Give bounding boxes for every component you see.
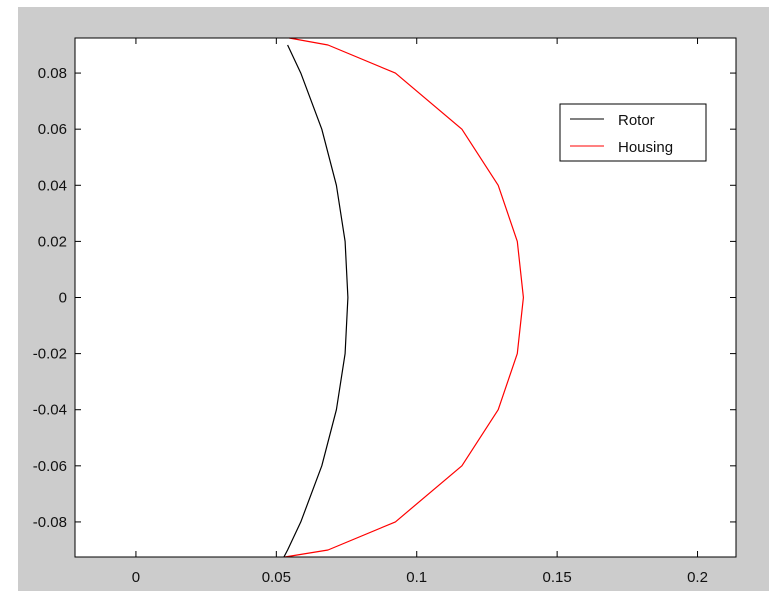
- y-tick-label: 0.02: [38, 233, 67, 250]
- x-tick-label: 0.1: [406, 569, 427, 586]
- x-tick-label: 0.2: [687, 569, 708, 586]
- x-tick-label: 0.05: [262, 569, 291, 586]
- x-tick-label: 0: [132, 569, 140, 586]
- y-tick-label: -0.04: [33, 402, 67, 419]
- series-line-housing: [284, 37, 525, 558]
- y-tick-label: -0.06: [33, 458, 67, 475]
- legend-label-rotor: Rotor: [618, 112, 655, 129]
- axes-box: [74, 37, 737, 558]
- legend-box: [559, 103, 707, 162]
- y-tick-label: -0.02: [33, 346, 67, 363]
- y-tick-label: 0.08: [38, 65, 67, 82]
- x-tick-label: 0.15: [543, 569, 572, 586]
- y-tick-label: -0.08: [33, 514, 67, 531]
- legend-label-housing: Housing: [618, 139, 673, 156]
- y-tick-label: 0.06: [38, 121, 67, 138]
- y-tick-label: 0: [59, 290, 67, 307]
- legend: Rotor Housing: [559, 103, 707, 162]
- series-line-rotor: [283, 44, 349, 558]
- y-tick-label: 0.04: [38, 177, 67, 194]
